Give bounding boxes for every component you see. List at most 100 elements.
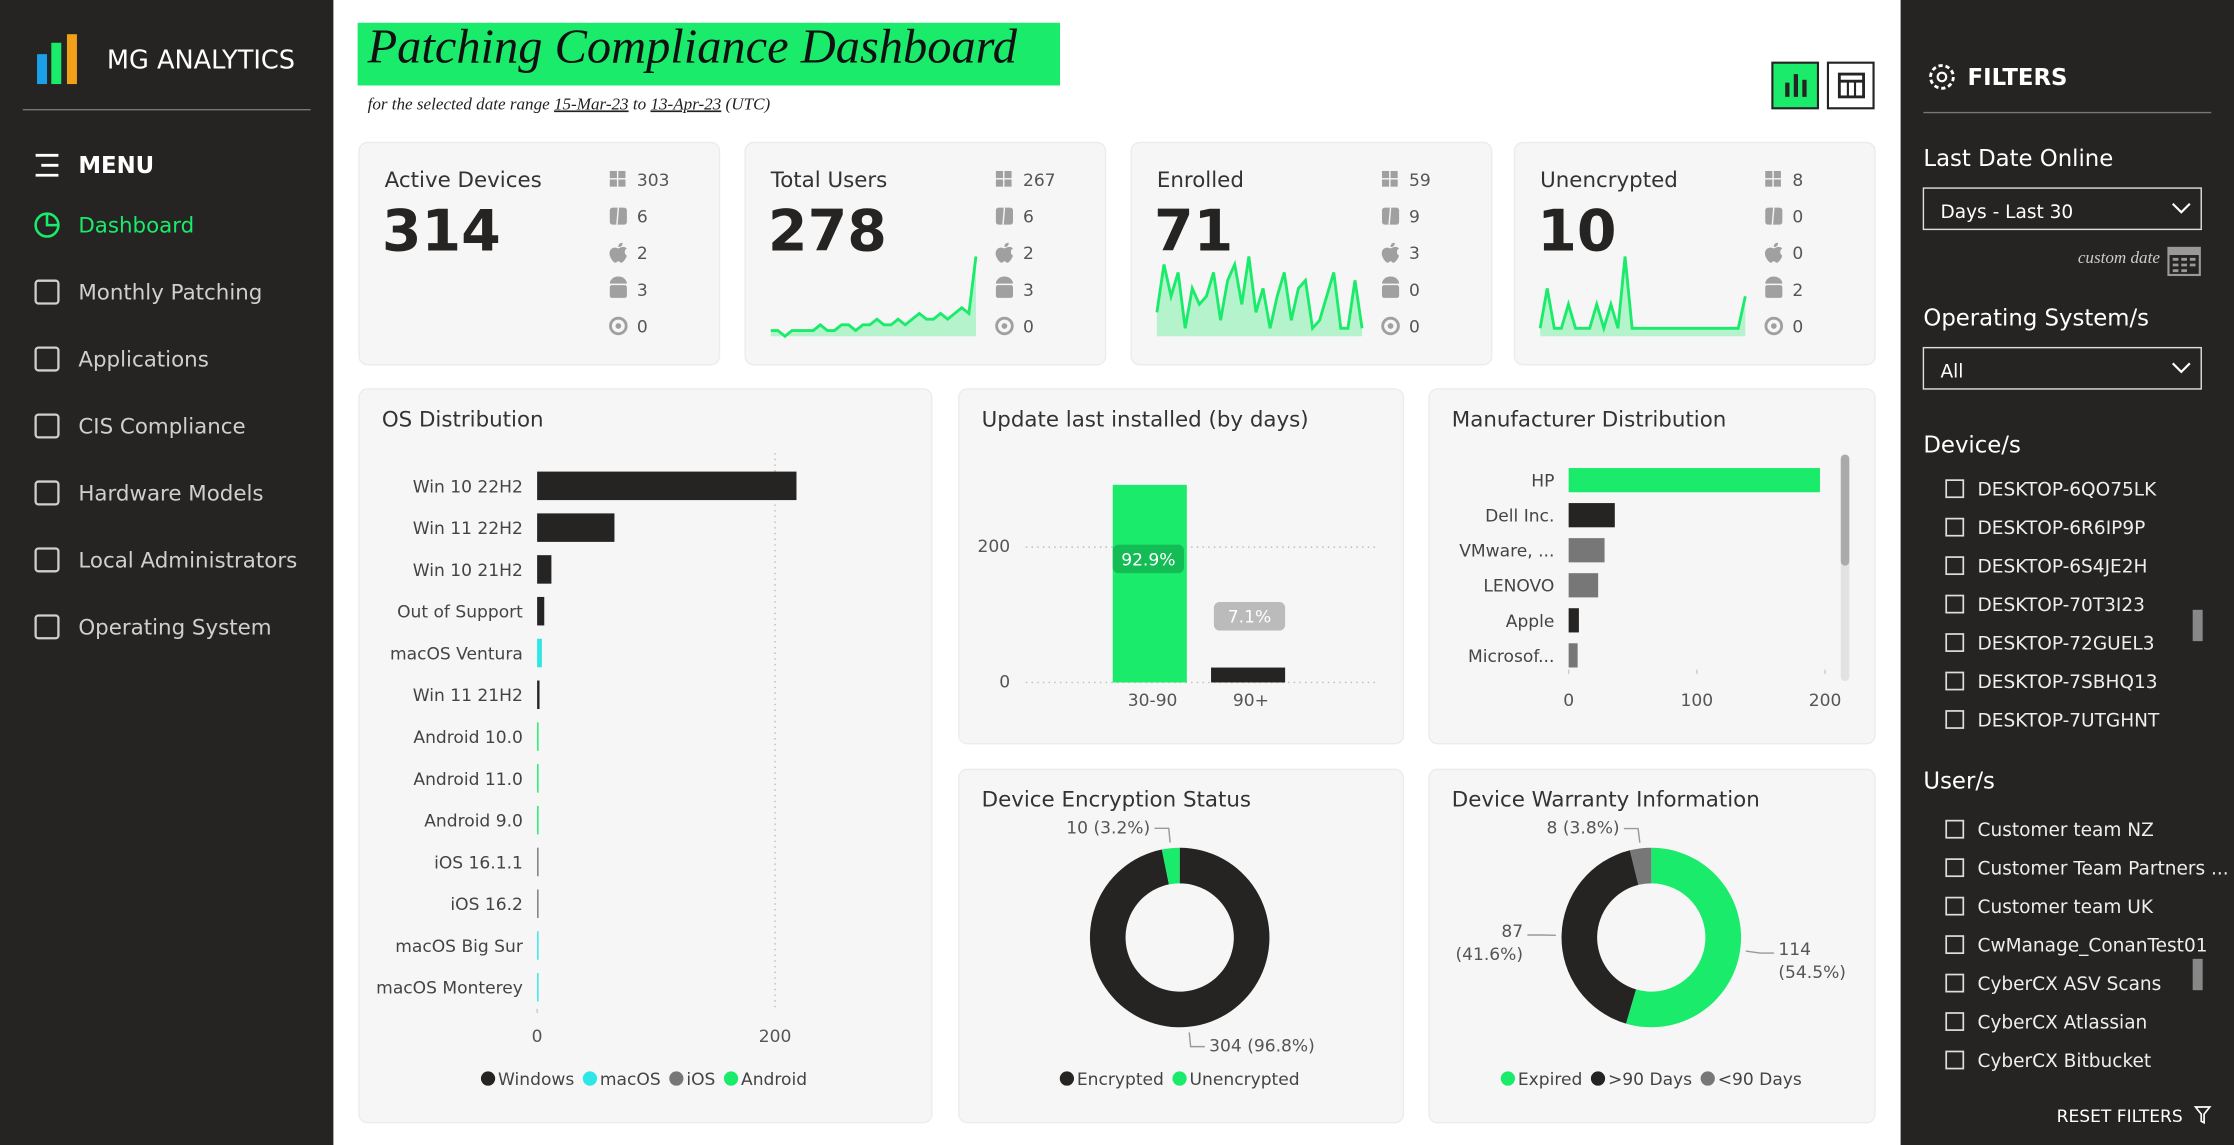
checkbox-label[interactable]: CyberCX Bitbucket [1978, 1051, 2152, 1072]
checkbox-label[interactable]: Customer team NZ [1978, 820, 2154, 841]
y-category-label: HP [1531, 472, 1554, 492]
bar[interactable] [1568, 503, 1615, 528]
checkbox-label[interactable]: DESKTOP-6QO75LK [1978, 480, 2158, 501]
checkbox-label[interactable]: DESKTOP-7SBHQ13 [1978, 672, 2158, 693]
y-category-label: Apple [1506, 612, 1555, 632]
windows-icon [1382, 179, 1390, 187]
checkbox[interactable] [1945, 517, 1965, 537]
bar[interactable] [537, 973, 539, 1002]
bar[interactable] [537, 847, 539, 877]
scrollbar[interactable] [2192, 958, 2203, 991]
checkbox-label[interactable]: CyberCX Atlassian [1978, 1012, 2148, 1033]
bar[interactable] [537, 680, 540, 710]
checkbox-label[interactable]: Customer team UK [1978, 897, 2154, 918]
windows-icon [995, 179, 1004, 187]
sparkline [1155, 256, 1364, 332]
y-category-label: Android 9.0 [424, 812, 523, 832]
reset-filters[interactable]: RESET FILTERS [2057, 1107, 2183, 1127]
checkbox-label[interactable]: Customer Team Partners ... [1978, 859, 2229, 880]
checkbox[interactable] [1945, 896, 1965, 916]
y-category-label: Win 11 22H2 [413, 519, 523, 539]
calendar-icon[interactable] [2167, 246, 2201, 277]
checkbox-label[interactable]: CwManage_ConanTest01 [1978, 936, 2208, 957]
reset-icon[interactable] [2193, 1106, 2212, 1125]
y-tick-label: 200 [978, 537, 1011, 557]
checkbox-label[interactable]: DESKTOP-6R6IP9P [1978, 518, 2146, 539]
bar[interactable] [1568, 573, 1599, 598]
bar[interactable] [537, 555, 552, 584]
checkbox-label[interactable]: CyberCX ASV Scans [1978, 974, 2162, 995]
bar[interactable] [1112, 484, 1187, 683]
date-dropdown[interactable] [1922, 187, 2202, 231]
android-icon [995, 285, 1013, 298]
bar[interactable] [1211, 667, 1286, 683]
checkbox[interactable] [1945, 479, 1965, 499]
checkbox[interactable] [1945, 556, 1965, 576]
checkbox[interactable] [1945, 710, 1965, 729]
dropdown-frame[interactable] [1922, 187, 2202, 231]
bar[interactable] [537, 722, 539, 751]
logo-bar [66, 34, 77, 85]
data-label-box [1213, 602, 1286, 631]
checkbox[interactable] [1945, 1012, 1965, 1031]
logo-bar [37, 54, 48, 85]
scrollbar[interactable] [2192, 609, 2203, 642]
kpi-value: 10 [1537, 199, 1616, 265]
button-frame[interactable] [1771, 61, 1820, 110]
donut-slice[interactable] [1629, 847, 1652, 885]
checkbox[interactable] [1945, 973, 1965, 993]
checkbox[interactable] [1945, 935, 1965, 955]
menu-item[interactable]: Dashboard [78, 214, 194, 239]
bar[interactable] [537, 764, 539, 793]
checkbox[interactable] [1945, 671, 1965, 691]
donut-slice[interactable] [1161, 847, 1180, 885]
y-category-label: Win 11 21H2 [413, 686, 523, 706]
button-frame[interactable] [1826, 61, 1875, 110]
menu-item-icon [34, 413, 60, 439]
os-count: 6 [637, 208, 648, 228]
os-count: 9 [1409, 208, 1420, 228]
checkbox[interactable] [1945, 1050, 1965, 1070]
checkbox-label[interactable]: DESKTOP-6S4JE2H [1978, 557, 2148, 578]
menu-item[interactable]: Applications [78, 347, 208, 372]
bar[interactable] [537, 931, 539, 960]
os-count: 267 [1023, 171, 1056, 191]
checkbox[interactable] [1945, 594, 1965, 614]
bar[interactable] [537, 471, 797, 501]
bar[interactable] [537, 596, 545, 626]
dropdown-frame[interactable] [1922, 346, 2202, 390]
checkbox-label[interactable]: DESKTOP-72GUEL3 [1978, 633, 2155, 654]
legend-label: macOS [600, 1070, 661, 1090]
menu-item[interactable]: Local Administrators [78, 548, 297, 573]
checkbox[interactable] [1945, 633, 1965, 652]
donut-slice[interactable] [1625, 847, 1742, 1028]
bar[interactable] [1568, 538, 1605, 563]
checkbox-label[interactable]: DESKTOP-70T3I23 [1978, 595, 2145, 616]
menu-item[interactable]: Operating System [78, 615, 271, 640]
bar[interactable] [537, 805, 539, 835]
bar[interactable] [1568, 608, 1579, 633]
checkbox-label[interactable]: DESKTOP-7UTGHNT [1978, 710, 2161, 731]
chevron [2171, 202, 2191, 214]
bar[interactable] [537, 513, 615, 542]
donut-slice[interactable] [1089, 847, 1270, 1028]
bar[interactable] [1568, 643, 1578, 668]
legend-marker [1059, 1071, 1075, 1086]
checkbox[interactable] [1945, 858, 1965, 878]
legend: Encrypted Unencrypted [1059, 1070, 1300, 1090]
checkbox[interactable] [1945, 819, 1965, 839]
button-glyph [1802, 79, 1807, 97]
legend-marker [582, 1071, 598, 1086]
bar[interactable] [537, 889, 539, 918]
os-dropdown[interactable] [1922, 346, 2202, 390]
donut-slice[interactable] [1561, 850, 1639, 1024]
bar[interactable] [1568, 468, 1820, 493]
bar[interactable] [537, 638, 542, 668]
menu-item[interactable]: CIS Compliance [78, 414, 245, 439]
scrollbar-thumb[interactable] [1840, 454, 1850, 566]
menu-item[interactable]: Hardware Models [78, 481, 263, 506]
menu-item[interactable]: Monthly Patching [78, 280, 262, 305]
custom-date[interactable]: custom date [2078, 248, 2160, 267]
chart-view-button[interactable] [1771, 61, 1820, 110]
table-view-button[interactable] [1826, 61, 1875, 110]
